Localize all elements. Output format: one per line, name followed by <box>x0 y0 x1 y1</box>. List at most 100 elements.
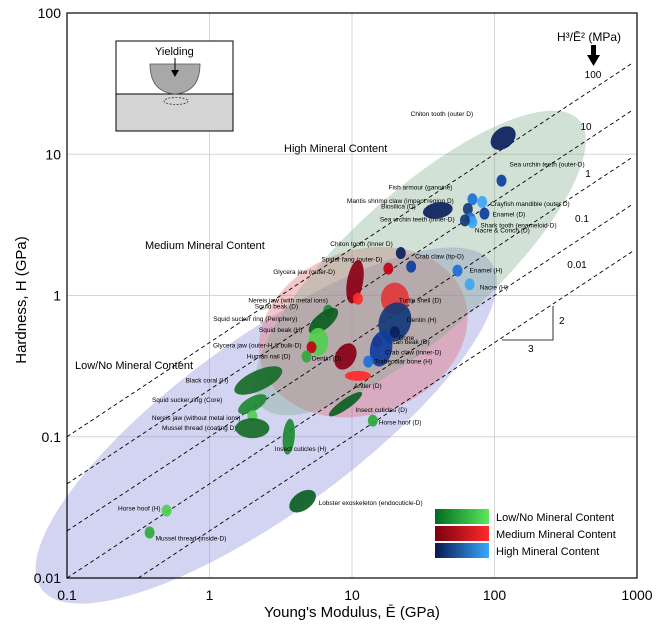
material-label: Insect cuticles (H) <box>275 446 327 453</box>
material-label: Chiton tooth (Inner D) <box>330 241 393 248</box>
y-axis-label: Hardness, H (GPa) <box>13 236 30 364</box>
material-point <box>464 278 475 291</box>
material-label: Nereis jaw (without metal ions) <box>152 415 241 422</box>
x-tick-label: 10 <box>344 587 360 603</box>
x-tick-label: 100 <box>483 587 507 603</box>
material-label: Trabecular bone (H) <box>374 359 432 366</box>
material-label: Dentin (H) <box>407 317 437 324</box>
material-point <box>289 489 316 513</box>
legend-label-medium: Medium Mineral Content <box>496 529 616 541</box>
x-tick-label: 1000 <box>621 587 652 603</box>
contour-line-100 <box>66 62 634 438</box>
material-label: Horse hoof (H) <box>118 506 161 513</box>
y-tick-label: 100 <box>38 5 62 21</box>
material-point <box>378 302 412 342</box>
material-point <box>369 330 393 367</box>
y-tick-label: 0.01 <box>34 570 61 586</box>
material-label: Black coral (H) <box>186 378 229 385</box>
material-label: Bone <box>399 335 415 342</box>
material-label: Sea urchin teeth (inner-D) <box>380 217 455 224</box>
material-label: Squid sucker ring (Core) <box>152 397 222 404</box>
material-label: Biosilica (D) <box>381 203 416 210</box>
material-label: Insect cuticles (D) <box>355 407 407 414</box>
material-label: Turtle shell (D) <box>399 298 441 305</box>
contour-label-0.1: 0.1 <box>575 214 589 225</box>
region-label-high: High Mineral Content <box>284 143 387 155</box>
slope-triangle: 2 3 <box>502 306 565 355</box>
material-label: Squid sucker ring (Periphery) <box>213 316 297 323</box>
material-label: Glycera jaw (outer-D) <box>273 269 335 276</box>
material-point <box>234 366 283 395</box>
legend-label-high: High Mineral Content <box>496 546 599 558</box>
material-point <box>452 264 463 277</box>
y-tick-label: 0.1 <box>42 429 62 445</box>
material-point <box>479 207 490 220</box>
contour-label-0.01: 0.01 <box>567 260 587 271</box>
material-label: Mussel thread (inside-D) <box>156 535 227 542</box>
material-label: Crab claw (tip-D) <box>415 254 464 261</box>
contour-line-0.1 <box>66 203 634 579</box>
region-envelope-medium <box>259 246 468 418</box>
material-point <box>308 307 339 335</box>
material-point <box>496 174 507 187</box>
inset-label: Yielding <box>155 46 194 58</box>
y-tick-label: 1 <box>53 288 61 304</box>
material-point <box>467 216 478 229</box>
y-tick-label: 10 <box>45 146 61 162</box>
material-label: Crayfish mandible (outer D) <box>490 201 569 208</box>
material-point <box>328 392 363 417</box>
contour-label-10: 10 <box>580 122 592 133</box>
material-point <box>235 418 270 439</box>
material-point <box>367 414 378 427</box>
legend: Low/No Mineral Content Medium Mineral Co… <box>435 509 616 558</box>
material-label: Lobster exoskeleton (endocuticle-D) <box>319 500 423 507</box>
region-envelope-low <box>254 110 586 416</box>
material-point <box>395 246 406 259</box>
material-point <box>352 292 363 305</box>
material-label: Nacre (H) <box>480 284 508 291</box>
x-tick-label: 0.1 <box>57 587 77 603</box>
region-label-medium: Medium Mineral Content <box>145 240 265 252</box>
contour-label-100: 100 <box>585 70 602 81</box>
material-label: Glycera jaw (outer-H & bulk-D) <box>213 342 302 349</box>
yielding-inset: Yielding <box>115 40 234 132</box>
material-label: Horse hoof (D) <box>379 420 422 427</box>
slope-run-label: 3 <box>528 344 534 355</box>
material-label: Antler (D) <box>354 383 382 390</box>
legend-swatch-medium <box>435 526 489 541</box>
material-point <box>406 260 417 273</box>
slope-rise-label: 2 <box>559 316 565 327</box>
material-point <box>334 343 357 370</box>
material-ellipses: Chiton tooth (outer D) Sea urchin teeth (… <box>118 111 585 542</box>
material-point <box>161 504 172 517</box>
material-point <box>144 526 155 539</box>
down-arrow-icon <box>587 45 600 66</box>
material-point <box>389 326 400 339</box>
material-label: Chiton tooth (outer D) <box>411 111 474 118</box>
x-tick-labels: 0.1 1 10 100 1000 <box>57 587 653 603</box>
material-label: Enamel (H) <box>470 268 503 275</box>
material-point <box>301 350 312 363</box>
material-label: Enamel (D) <box>492 212 525 219</box>
contour-label-1: 1 <box>585 169 591 180</box>
material-label: Tucan beak (D) <box>385 339 430 346</box>
legend-label-low: Low/No Mineral Content <box>496 512 614 524</box>
material-label: Fish armour (ganoine) <box>388 184 452 191</box>
material-label: Sea urchin teeth (outer-D) <box>510 162 585 169</box>
y-tick-labels: 0.01 0.1 1 10 100 <box>34 5 61 586</box>
material-label: Spider fang (outer-D) <box>321 257 382 264</box>
material-label: Squid beak (D) <box>255 304 298 311</box>
material-label: Dentin (D) <box>312 355 342 362</box>
material-label: Squid beak (H) <box>259 327 302 334</box>
material-point <box>306 341 317 354</box>
material-label: Mussel thread (coating D) <box>162 425 236 432</box>
material-label: Shark tooth (enameloid-D) <box>480 222 556 229</box>
material-point <box>459 214 470 227</box>
material-point <box>462 202 473 215</box>
contour-title: H³/Ē² (MPa) <box>557 30 621 44</box>
material-point <box>490 126 516 150</box>
material-point <box>238 394 267 415</box>
contour-line-0.01 <box>138 250 634 579</box>
x-axis-label: Young's Modulus, Ē (GPa) <box>264 604 440 621</box>
